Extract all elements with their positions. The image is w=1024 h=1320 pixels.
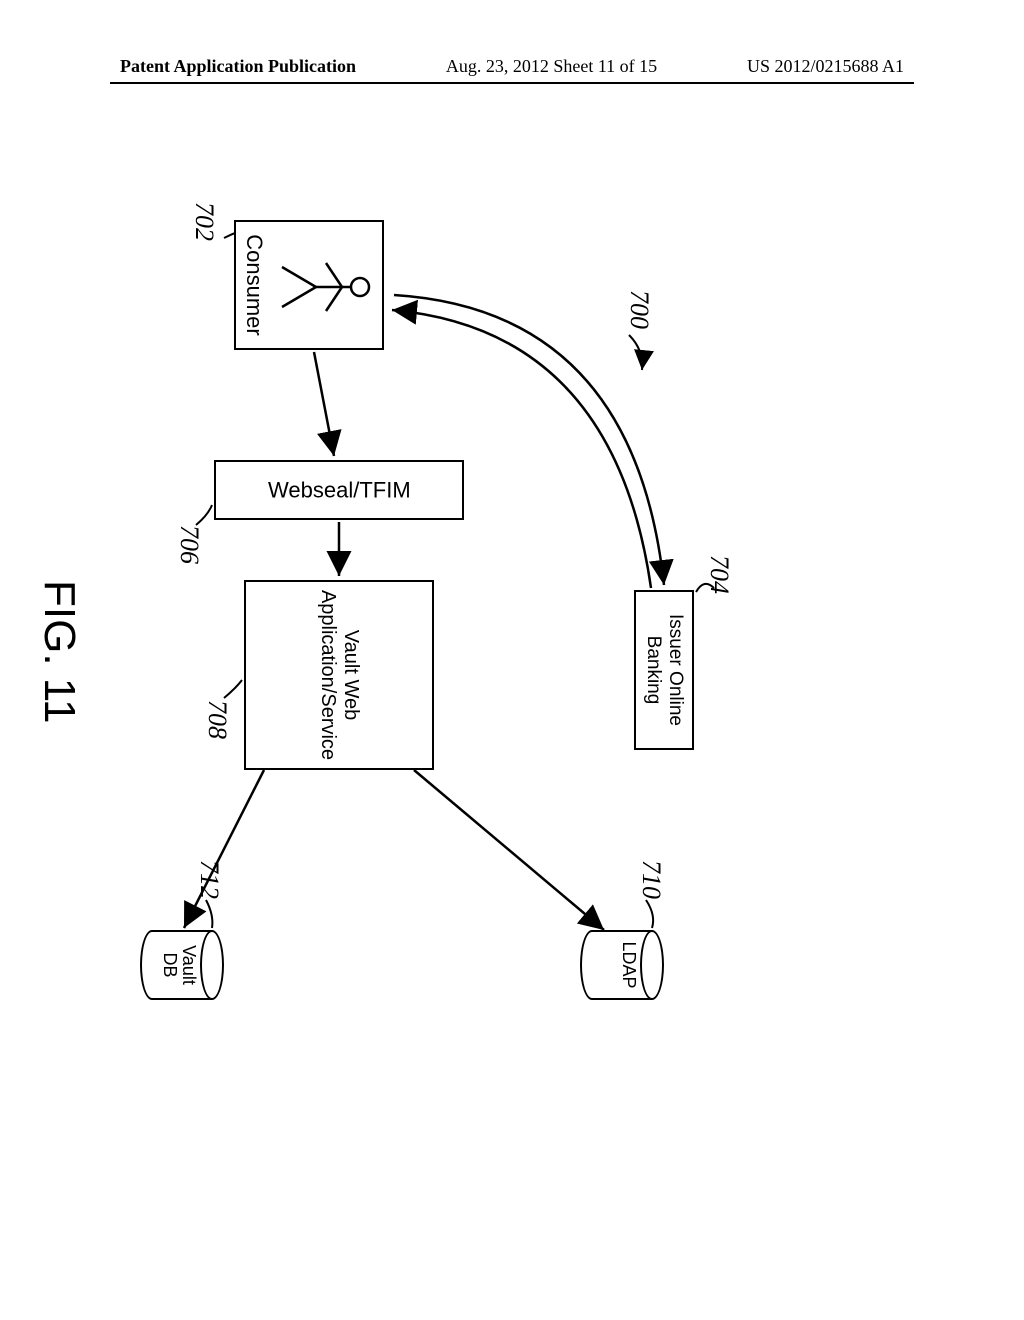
ldap-node: LDAP bbox=[580, 930, 664, 1000]
vaultdb-label: Vault DB bbox=[160, 930, 198, 1000]
ref-702: 702 bbox=[189, 202, 219, 241]
consumer-node: Consumer bbox=[234, 220, 384, 350]
ldap-label: LDAP bbox=[619, 930, 638, 1000]
vaultweb-node: Vault Web Application/Service bbox=[244, 580, 434, 770]
webseal-node: Webseal/TFIM bbox=[214, 460, 464, 520]
issuer-node: Issuer Online Banking bbox=[634, 590, 694, 750]
page-header: Patent Application Publication Aug. 23, … bbox=[0, 56, 1024, 77]
ref-710: 710 bbox=[636, 860, 666, 899]
webseal-label: Webseal/TFIM bbox=[268, 477, 411, 502]
page: Patent Application Publication Aug. 23, … bbox=[0, 0, 1024, 1320]
header-rule bbox=[110, 82, 914, 84]
header-right: US 2012/0215688 A1 bbox=[747, 56, 904, 77]
header-center: Aug. 23, 2012 Sheet 11 of 15 bbox=[446, 56, 657, 77]
ref-700: 700 bbox=[624, 290, 654, 329]
issuer-label-2: Banking bbox=[643, 636, 664, 705]
header-left: Patent Application Publication bbox=[120, 56, 356, 77]
ref-712: 712 bbox=[194, 860, 224, 899]
diagram-arrows bbox=[0, 180, 904, 1180]
vaultdb-node: Vault DB bbox=[140, 930, 224, 1000]
vaultweb-label-2: Application/Service bbox=[317, 590, 339, 760]
consumer-icon bbox=[274, 247, 374, 327]
issuer-label-1: Issuer Online bbox=[665, 614, 686, 726]
figure-label: FIG. 11 bbox=[34, 580, 84, 723]
ref-708: 708 bbox=[202, 700, 232, 739]
ref-704: 704 bbox=[704, 555, 734, 594]
diagram: Consumer Issuer Online Banking Webseal/T… bbox=[0, 180, 904, 964]
consumer-label: Consumer bbox=[242, 234, 267, 335]
ref-706: 706 bbox=[174, 525, 204, 564]
vaultweb-label-1: Vault Web bbox=[340, 630, 362, 720]
